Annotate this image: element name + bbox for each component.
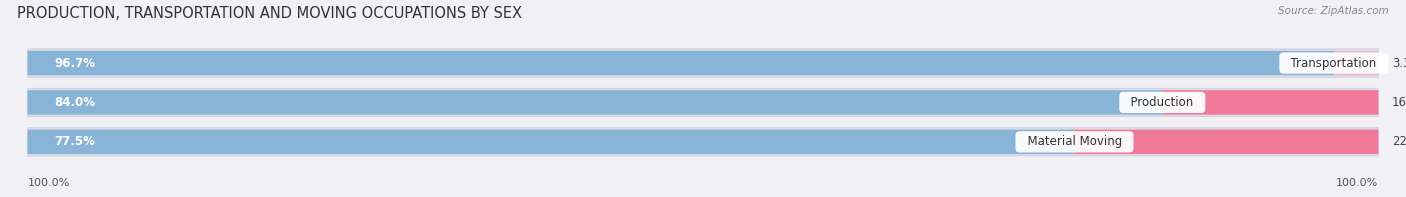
Text: 84.0%: 84.0% [55, 96, 96, 109]
FancyBboxPatch shape [28, 128, 1378, 156]
Text: 16.0%: 16.0% [1392, 96, 1406, 109]
Text: 22.5%: 22.5% [1392, 135, 1406, 148]
Text: 3.3%: 3.3% [1392, 57, 1406, 70]
Text: Production: Production [1123, 96, 1201, 109]
FancyBboxPatch shape [28, 130, 1074, 154]
Text: 100.0%: 100.0% [28, 178, 70, 188]
FancyBboxPatch shape [1334, 51, 1378, 75]
FancyBboxPatch shape [1163, 90, 1378, 115]
Text: PRODUCTION, TRANSPORTATION AND MOVING OCCUPATIONS BY SEX: PRODUCTION, TRANSPORTATION AND MOVING OC… [17, 6, 522, 21]
Text: Material Moving: Material Moving [1019, 135, 1129, 148]
Text: 77.5%: 77.5% [55, 135, 96, 148]
FancyBboxPatch shape [28, 90, 1163, 115]
Text: Transportation: Transportation [1284, 57, 1385, 70]
FancyBboxPatch shape [28, 51, 1334, 75]
Text: 100.0%: 100.0% [1336, 178, 1378, 188]
Text: Source: ZipAtlas.com: Source: ZipAtlas.com [1278, 6, 1389, 16]
FancyBboxPatch shape [28, 49, 1378, 77]
Text: 96.7%: 96.7% [55, 57, 96, 70]
FancyBboxPatch shape [1074, 130, 1378, 154]
FancyBboxPatch shape [28, 88, 1378, 117]
